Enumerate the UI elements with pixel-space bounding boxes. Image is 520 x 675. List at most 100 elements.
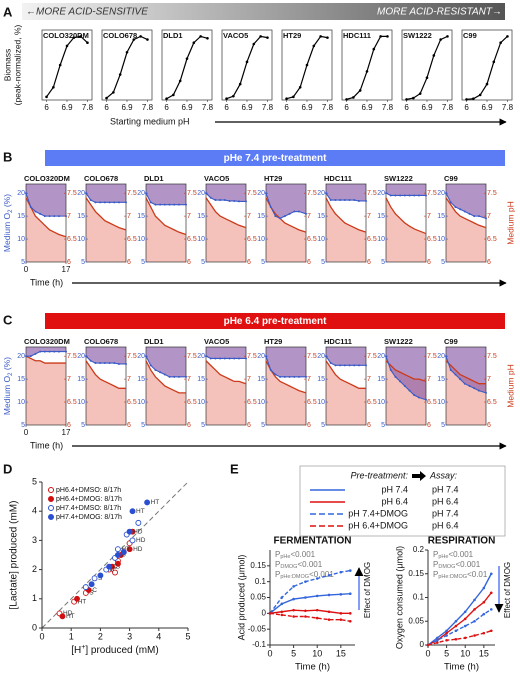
o2-point — [163, 373, 166, 376]
o2-area — [446, 184, 486, 219]
legend-label: pH 6.4+DMOG — [348, 520, 408, 530]
point — [165, 97, 168, 101]
y2-tick-label: 6 — [247, 422, 251, 429]
o2-point — [454, 373, 457, 376]
point — [146, 38, 149, 41]
o2-point — [57, 215, 60, 218]
o2-area — [146, 184, 186, 205]
p-value-part: P — [433, 560, 438, 569]
o2-point — [389, 368, 392, 371]
o2-point — [417, 396, 420, 399]
legend-assay: pH 7.4 — [432, 508, 459, 518]
o2-point — [237, 200, 240, 203]
ph-line — [205, 360, 247, 385]
x-tick-label: 6 — [344, 103, 349, 112]
point — [412, 96, 415, 100]
plot-frame — [341, 29, 393, 101]
point — [72, 36, 76, 39]
o2-point — [103, 201, 106, 204]
point — [238, 82, 242, 86]
o2-point — [168, 375, 171, 378]
x-axis-label: Time (h) — [30, 277, 63, 287]
panel-title: SW1222 — [384, 174, 413, 183]
y2-tick-label: 7 — [127, 376, 131, 383]
y-tick-label: 15 — [257, 213, 265, 220]
legend-assay: pH 7.4 — [432, 484, 459, 494]
o2-point — [53, 350, 56, 353]
o2-point — [425, 194, 427, 197]
ph-area — [446, 197, 486, 262]
point — [45, 95, 48, 99]
header-left: ←MORE ACID-SENSITIVE — [26, 7, 148, 18]
o2-point — [463, 210, 466, 213]
x-tick-label: 7.8 — [262, 103, 274, 112]
y2-tick-label: 6 — [367, 422, 371, 429]
y2-tick-label: 6 — [67, 422, 71, 429]
point — [139, 35, 142, 38]
y-tick-label: 20 — [257, 190, 265, 197]
panel-letter: E — [230, 461, 239, 476]
point — [245, 60, 249, 64]
ph-line — [145, 360, 186, 394]
header-right: MORE ACID-RESISTANT→ — [377, 7, 502, 18]
o2-point — [117, 201, 120, 204]
x-tick-label: 7.8 — [502, 103, 514, 112]
o2-point — [89, 199, 92, 202]
o2-point — [274, 215, 277, 218]
banner — [45, 150, 505, 166]
point — [125, 50, 129, 54]
y-tick-label: 10 — [17, 236, 25, 243]
p-value-part: P — [433, 550, 438, 559]
p-value-part: DMOG — [280, 564, 297, 570]
y-tick-label: 20 — [197, 353, 205, 360]
p-value: PpHe:DMOG<0.01 — [433, 570, 488, 580]
o2-point — [94, 362, 97, 365]
o2-point — [459, 378, 462, 381]
o2-point — [219, 357, 222, 360]
panel-title: HT29 — [264, 174, 282, 183]
o2-point — [29, 205, 32, 208]
o2-point — [65, 350, 67, 353]
y-tick-label: 5 — [261, 259, 265, 266]
y-tick-label: 10 — [437, 236, 445, 243]
o2-area — [326, 347, 366, 366]
y-tick-label: 5 — [32, 476, 37, 486]
point — [315, 594, 319, 598]
point — [386, 35, 389, 38]
x-tick-label: 6 — [464, 103, 469, 112]
o2-area — [266, 184, 306, 219]
curve — [406, 35, 448, 100]
banner — [45, 313, 505, 329]
y-axis-label-part: (%) — [2, 194, 12, 210]
ph-line — [385, 197, 427, 235]
point — [463, 617, 467, 621]
o2-point — [185, 375, 187, 378]
o2-area — [86, 347, 126, 364]
o2-point — [408, 194, 411, 197]
panel-title: C99 — [444, 174, 458, 183]
o2-point — [348, 199, 351, 202]
y-tick-label: 5 — [261, 422, 265, 429]
panel-title: C99 — [444, 337, 458, 346]
o2-point — [389, 194, 392, 197]
point — [432, 54, 436, 57]
o2-point — [108, 201, 111, 204]
panel-title: COLO678 — [84, 337, 118, 346]
series-line — [269, 609, 351, 615]
y2-tick-label: 6.5 — [307, 236, 317, 243]
point — [472, 97, 475, 101]
ph-area — [266, 360, 306, 425]
y-tick-label: 5 — [441, 259, 445, 266]
y2-tick-label: 6.5 — [427, 399, 437, 406]
o2-area — [386, 184, 426, 196]
o2-point — [154, 203, 157, 206]
y-axis-label: Biomass — [2, 49, 12, 82]
o2-point — [219, 199, 222, 202]
y-tick-label: 2 — [32, 564, 37, 574]
curve — [466, 35, 508, 100]
x-tick-label: 3 — [127, 631, 132, 641]
x-tick-label: 7.8 — [142, 103, 154, 112]
y-axis-label: (peak-normalized, %) — [12, 24, 22, 105]
o2-point — [214, 199, 217, 202]
y2-tick-label: 6.5 — [487, 236, 497, 243]
